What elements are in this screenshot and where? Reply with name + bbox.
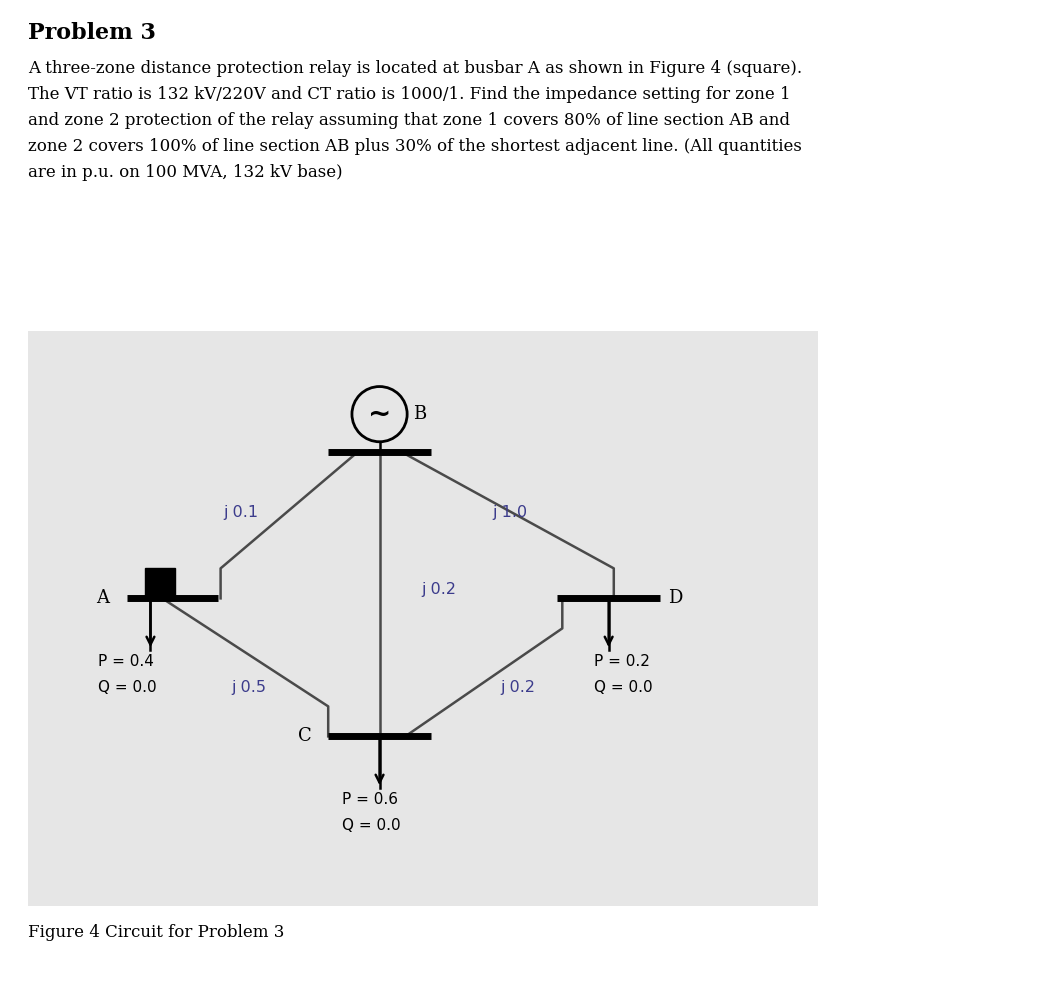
Text: Q = 0.0: Q = 0.0	[593, 680, 652, 695]
Text: P = 0.2: P = 0.2	[593, 654, 649, 669]
Text: are in p.u. on 100 MVA, 132 kV base): are in p.u. on 100 MVA, 132 kV base)	[28, 164, 343, 181]
Text: B: B	[413, 406, 426, 423]
Text: Q = 0.0: Q = 0.0	[342, 818, 400, 833]
Text: Q = 0.0: Q = 0.0	[99, 680, 157, 695]
Text: The VT ratio is 132 kV/220V and CT ratio is 1000/1. Find the impedance setting f: The VT ratio is 132 kV/220V and CT ratio…	[28, 86, 791, 103]
Text: D: D	[668, 589, 683, 607]
Bar	[28, 331, 818, 906]
Text: P = 0.6: P = 0.6	[342, 792, 398, 807]
Text: Figure 4 Circuit for Problem 3: Figure 4 Circuit for Problem 3	[28, 924, 284, 941]
Text: A: A	[96, 589, 108, 607]
Text: j 0.2: j 0.2	[422, 581, 457, 596]
Text: C: C	[299, 728, 312, 746]
Text: Problem 3: Problem 3	[28, 22, 156, 44]
Bar	[145, 569, 175, 598]
Text: j 0.5: j 0.5	[231, 680, 267, 695]
Text: j 1.0: j 1.0	[492, 505, 527, 520]
Text: A three-zone distance protection relay is located at busbar A as shown in Figure: A three-zone distance protection relay i…	[28, 60, 802, 77]
Text: j 0.2: j 0.2	[501, 680, 535, 695]
Text: zone 2 covers 100% of line section AB plus 30% of the shortest adjacent line. (A: zone 2 covers 100% of line section AB pl…	[28, 138, 802, 155]
Text: j 0.1: j 0.1	[224, 505, 259, 520]
Text: P = 0.4: P = 0.4	[99, 654, 155, 669]
Text: ∼: ∼	[368, 401, 391, 428]
Text: and zone 2 protection of the relay assuming that zone 1 covers 80% of line secti: and zone 2 protection of the relay assum…	[28, 112, 790, 129]
